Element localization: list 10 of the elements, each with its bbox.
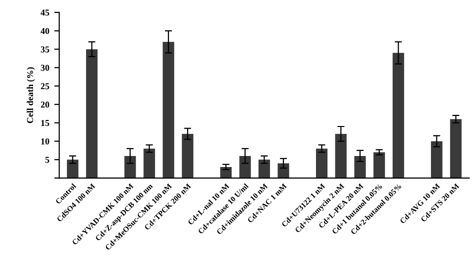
y-tick-label: 45 [40, 10, 50, 16]
y-tick-label: 40 [40, 28, 50, 34]
y-tick-label: 25 [40, 83, 50, 90]
y-tick-label: 10 [41, 138, 50, 144]
y-axis-title: Cell death (%) [26, 67, 35, 124]
y-tick-label: 15 [41, 120, 50, 126]
y-tick-label: 35 [40, 46, 50, 52]
y-tick-label: 30 [40, 64, 50, 71]
y-tick-label: 5 [45, 156, 50, 163]
y-tick-label: 20 [40, 102, 50, 108]
